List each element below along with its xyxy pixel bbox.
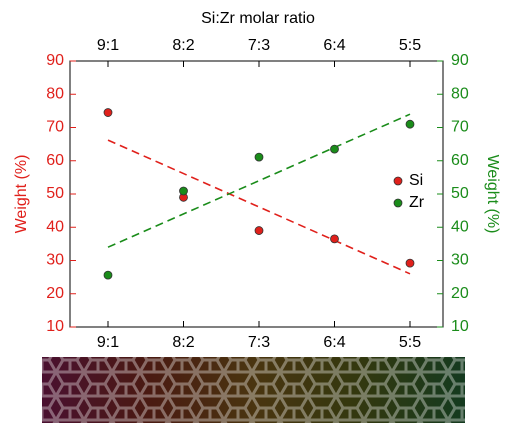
y2-axis-label: Weight (%) bbox=[484, 155, 501, 234]
x-tick-label: 9:1 bbox=[97, 334, 119, 351]
x-tick-label: 5:5 bbox=[399, 334, 421, 351]
x-tick-label: 8:2 bbox=[172, 334, 194, 351]
point bbox=[406, 120, 414, 128]
point bbox=[331, 145, 339, 153]
point bbox=[331, 235, 339, 243]
y2-tick-label: 60 bbox=[451, 152, 469, 169]
plot-frame bbox=[70, 61, 443, 327]
y-tick-label: 30 bbox=[46, 252, 64, 269]
point bbox=[255, 227, 263, 235]
x-top-tick-label: 8:2 bbox=[172, 37, 194, 54]
point bbox=[406, 259, 414, 267]
legend-marker bbox=[394, 199, 402, 207]
x-top-tick-label: 6:4 bbox=[323, 37, 345, 54]
x-tick-label: 6:4 bbox=[323, 334, 345, 351]
y2-tick-label: 30 bbox=[451, 252, 469, 269]
legend-marker bbox=[394, 177, 402, 185]
x-top-tick-label: 7:3 bbox=[248, 37, 270, 54]
point bbox=[255, 153, 263, 161]
y-tick-label: 50 bbox=[46, 185, 64, 202]
chart-title: Si:Zr molar ratio bbox=[201, 10, 315, 27]
y-tick-label: 40 bbox=[46, 218, 64, 235]
y-tick-label: 80 bbox=[46, 85, 64, 102]
y-axis-label: Weight (%) bbox=[13, 155, 30, 234]
legend-label: Zr bbox=[409, 194, 425, 211]
y-tick-label: 70 bbox=[46, 119, 64, 136]
y-tick-label: 60 bbox=[46, 152, 64, 169]
y2-tick-label: 90 bbox=[451, 52, 469, 69]
point bbox=[104, 109, 112, 117]
y-tick-label: 20 bbox=[46, 285, 64, 302]
point bbox=[104, 271, 112, 279]
y2-tick-label: 10 bbox=[451, 318, 469, 335]
y2-tick-label: 80 bbox=[451, 85, 469, 102]
y2-tick-label: 20 bbox=[451, 285, 469, 302]
x-top-tick-label: 9:1 bbox=[97, 37, 119, 54]
x-tick-label: 7:3 bbox=[248, 334, 270, 351]
y-tick-label: 90 bbox=[46, 52, 64, 69]
point bbox=[180, 187, 188, 195]
y2-tick-label: 70 bbox=[451, 119, 469, 136]
y2-tick-label: 40 bbox=[451, 218, 469, 235]
legend-label: Si bbox=[409, 172, 423, 189]
x-top-tick-label: 5:5 bbox=[399, 37, 421, 54]
micrograph-strip bbox=[42, 357, 465, 423]
y-tick-label: 10 bbox=[46, 318, 64, 335]
chart: Si:Zr molar ratio Weight (%) Weight (%) … bbox=[0, 0, 507, 423]
y2-tick-label: 50 bbox=[451, 185, 469, 202]
